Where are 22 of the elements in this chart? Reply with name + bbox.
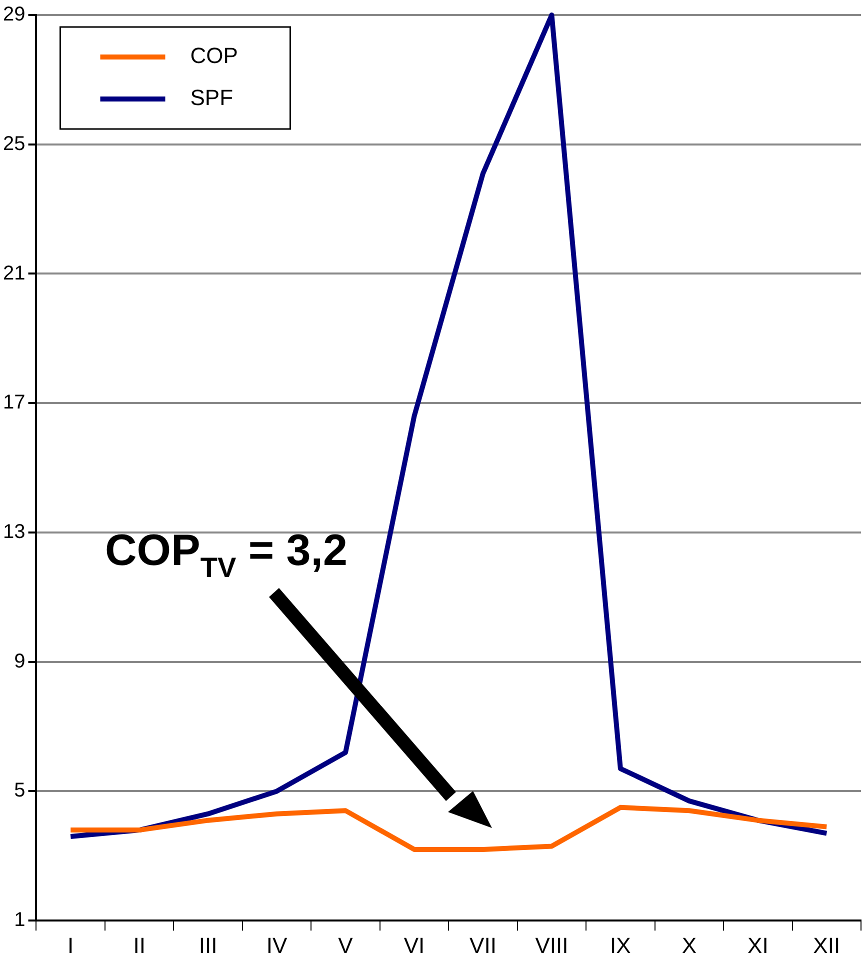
x-tick-label: VI <box>404 932 425 958</box>
y-tick-label: 9 <box>14 650 26 672</box>
x-tick-label: VII <box>470 932 496 958</box>
x-tick-label: IV <box>266 932 288 958</box>
x-tick-label: V <box>338 932 354 958</box>
y-tick-label: 1 <box>14 909 26 932</box>
x-tick-label: X <box>682 932 697 958</box>
legend-label: COP <box>190 43 238 68</box>
y-tick-label: 17 <box>2 392 26 414</box>
y-tick-label: 5 <box>14 780 26 802</box>
x-tick-label: IX <box>610 932 632 958</box>
y-tick-label: 21 <box>2 262 26 284</box>
x-tick-label: XI <box>748 932 768 958</box>
x-tick-label: I <box>68 932 74 958</box>
x-tick-label: VIII <box>535 932 568 958</box>
x-tick-label: II <box>133 932 146 958</box>
y-tick-label: 13 <box>2 521 26 543</box>
legend-label: SPF <box>190 85 234 110</box>
y-tick-label: 29 <box>2 4 26 26</box>
x-tick-label: III <box>198 932 218 958</box>
y-tick-label: 25 <box>2 132 26 155</box>
x-tick-label: XII <box>813 932 840 958</box>
